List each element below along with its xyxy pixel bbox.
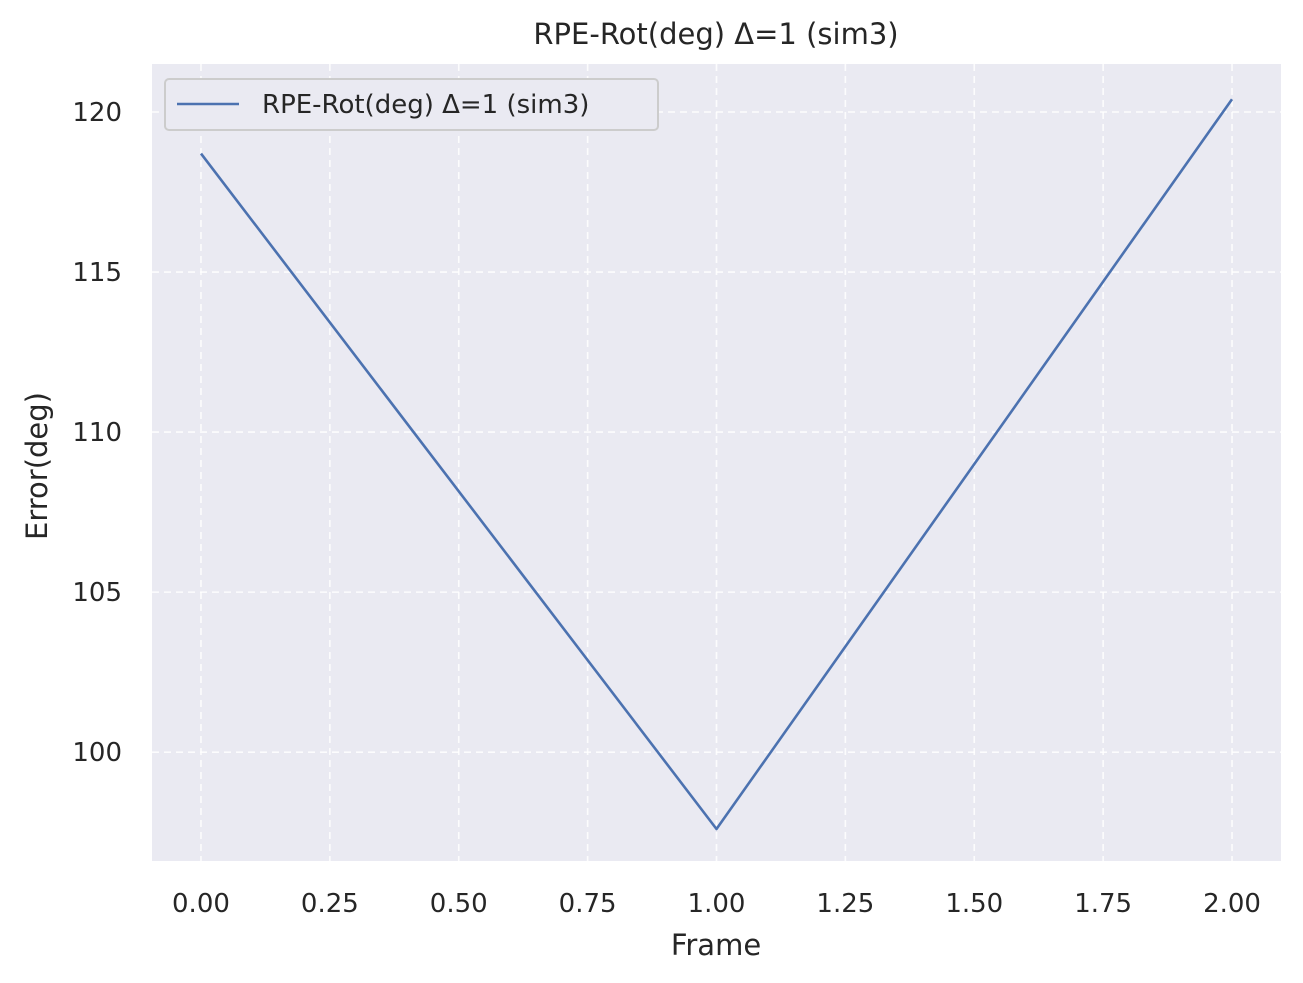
x-tick-label: 0.00 <box>172 889 230 919</box>
x-tick-label: 2.00 <box>1203 889 1261 919</box>
y-tick-label: 115 <box>72 258 122 288</box>
x-tick-label: 0.50 <box>430 889 488 919</box>
legend-box <box>164 78 659 131</box>
y-axis-label: Error(deg) <box>20 392 54 540</box>
grid <box>152 64 1281 861</box>
x-tick-label: 1.00 <box>688 889 746 919</box>
legend: RPE-Rot(deg) Δ=1 (sim3) <box>164 78 659 131</box>
y-axis-ticks: 100 105 110 115 120 <box>72 98 122 768</box>
y-tick-label: 120 <box>72 98 122 128</box>
y-tick-label: 110 <box>72 418 122 448</box>
y-tick-label: 105 <box>72 578 122 608</box>
x-tick-label: 0.25 <box>301 889 359 919</box>
x-tick-label: 1.50 <box>945 889 1003 919</box>
y-tick-label: 100 <box>72 738 122 768</box>
x-tick-label: 1.75 <box>1074 889 1132 919</box>
x-axis-ticks: 0.00 0.25 0.50 0.75 1.00 1.25 1.50 1.75 2.00 <box>172 889 1261 919</box>
series-layer <box>199 98 1234 831</box>
x-tick-label: 0.75 <box>559 889 617 919</box>
legend-entry-label: RPE-Rot(deg) Δ=1 (sim3) <box>262 90 589 120</box>
series-line <box>199 98 1234 831</box>
chart-title: RPE-Rot(deg) Δ=1 (sim3) <box>533 17 898 51</box>
x-tick-label: 1.25 <box>816 889 874 919</box>
x-axis-label: Frame <box>671 928 761 962</box>
